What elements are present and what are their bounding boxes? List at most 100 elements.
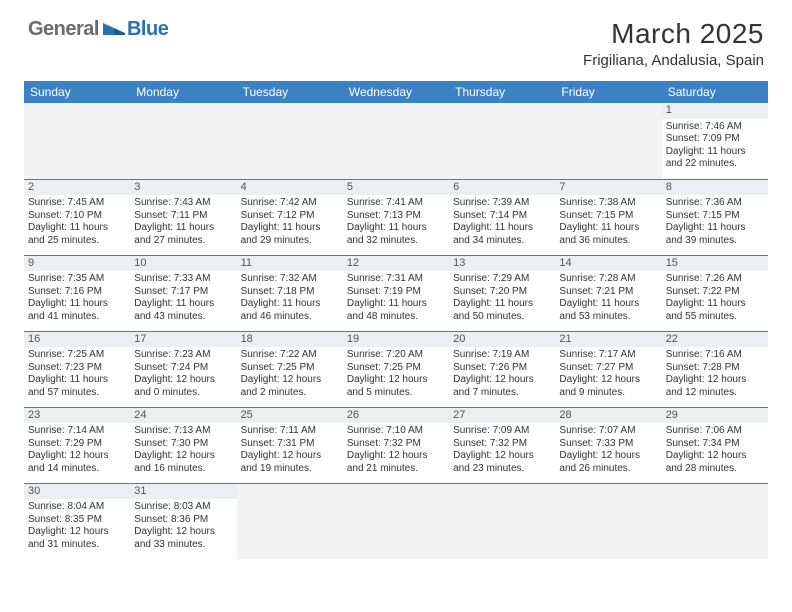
calendar-cell bbox=[343, 483, 449, 559]
calendar-cell: 5Sunrise: 7:41 AMSunset: 7:13 PMDaylight… bbox=[343, 179, 449, 255]
day-number: 25 bbox=[237, 408, 343, 424]
day1-text: Daylight: 12 hours bbox=[28, 450, 126, 463]
sunset-text: Sunset: 7:14 PM bbox=[453, 210, 551, 223]
day2-text: and 7 minutes. bbox=[453, 387, 551, 400]
sunset-text: Sunset: 7:21 PM bbox=[559, 286, 657, 299]
calendar-cell: 31Sunrise: 8:03 AMSunset: 8:36 PMDayligh… bbox=[130, 483, 236, 559]
calendar-cell: 3Sunrise: 7:43 AMSunset: 7:11 PMDaylight… bbox=[130, 179, 236, 255]
weekday-header: Friday bbox=[555, 81, 661, 103]
calendar-row: 23Sunrise: 7:14 AMSunset: 7:29 PMDayligh… bbox=[24, 407, 768, 483]
calendar-cell: 4Sunrise: 7:42 AMSunset: 7:12 PMDaylight… bbox=[237, 179, 343, 255]
calendar-cell: 25Sunrise: 7:11 AMSunset: 7:31 PMDayligh… bbox=[237, 407, 343, 483]
sunrise-text: Sunrise: 7:35 AM bbox=[28, 273, 126, 286]
calendar-cell bbox=[24, 103, 130, 179]
calendar-cell: 26Sunrise: 7:10 AMSunset: 7:32 PMDayligh… bbox=[343, 407, 449, 483]
day2-text: and 12 minutes. bbox=[666, 387, 764, 400]
day1-text: Daylight: 11 hours bbox=[559, 222, 657, 235]
sunset-text: Sunset: 7:25 PM bbox=[241, 362, 339, 375]
sunset-text: Sunset: 7:15 PM bbox=[666, 210, 764, 223]
day2-text: and 41 minutes. bbox=[28, 311, 126, 324]
calendar-cell: 1Sunrise: 7:46 AMSunset: 7:09 PMDaylight… bbox=[662, 103, 768, 179]
sunrise-text: Sunrise: 7:36 AM bbox=[666, 197, 764, 210]
calendar-cell: 2Sunrise: 7:45 AMSunset: 7:10 PMDaylight… bbox=[24, 179, 130, 255]
day2-text: and 32 minutes. bbox=[347, 235, 445, 248]
day2-text: and 53 minutes. bbox=[559, 311, 657, 324]
weekday-header: Saturday bbox=[662, 81, 768, 103]
weekday-header: Sunday bbox=[24, 81, 130, 103]
calendar-row: 16Sunrise: 7:25 AMSunset: 7:23 PMDayligh… bbox=[24, 331, 768, 407]
day-number: 8 bbox=[662, 180, 768, 196]
sunset-text: Sunset: 7:22 PM bbox=[666, 286, 764, 299]
day-number: 31 bbox=[130, 484, 236, 500]
sunset-text: Sunset: 7:26 PM bbox=[453, 362, 551, 375]
day2-text: and 39 minutes. bbox=[666, 235, 764, 248]
day1-text: Daylight: 11 hours bbox=[453, 298, 551, 311]
day2-text: and 23 minutes. bbox=[453, 463, 551, 476]
day-number: 21 bbox=[555, 332, 661, 348]
calendar-cell bbox=[662, 483, 768, 559]
day-number: 26 bbox=[343, 408, 449, 424]
day-number: 6 bbox=[449, 180, 555, 196]
day1-text: Daylight: 11 hours bbox=[28, 374, 126, 387]
sunset-text: Sunset: 7:09 PM bbox=[666, 133, 764, 146]
calendar-cell: 17Sunrise: 7:23 AMSunset: 7:24 PMDayligh… bbox=[130, 331, 236, 407]
sunrise-text: Sunrise: 7:39 AM bbox=[453, 197, 551, 210]
day-number: 3 bbox=[130, 180, 236, 196]
calendar-cell: 19Sunrise: 7:20 AMSunset: 7:25 PMDayligh… bbox=[343, 331, 449, 407]
sunrise-text: Sunrise: 7:33 AM bbox=[134, 273, 232, 286]
day1-text: Daylight: 12 hours bbox=[453, 374, 551, 387]
sunset-text: Sunset: 7:25 PM bbox=[347, 362, 445, 375]
day-number: 2 bbox=[24, 180, 130, 196]
weekday-header: Wednesday bbox=[343, 81, 449, 103]
sunset-text: Sunset: 7:17 PM bbox=[134, 286, 232, 299]
day-number: 17 bbox=[130, 332, 236, 348]
sunrise-text: Sunrise: 7:38 AM bbox=[559, 197, 657, 210]
day1-text: Daylight: 11 hours bbox=[134, 222, 232, 235]
day-number: 1 bbox=[662, 103, 768, 119]
header: General Blue March 2025 Frigiliana, Anda… bbox=[0, 0, 792, 77]
day1-text: Daylight: 12 hours bbox=[559, 374, 657, 387]
day2-text: and 33 minutes. bbox=[134, 539, 232, 552]
day1-text: Daylight: 12 hours bbox=[559, 450, 657, 463]
calendar-cell bbox=[237, 103, 343, 179]
day1-text: Daylight: 11 hours bbox=[347, 222, 445, 235]
calendar-cell: 12Sunrise: 7:31 AMSunset: 7:19 PMDayligh… bbox=[343, 255, 449, 331]
sunset-text: Sunset: 7:32 PM bbox=[453, 438, 551, 451]
sunset-text: Sunset: 7:24 PM bbox=[134, 362, 232, 375]
day1-text: Daylight: 11 hours bbox=[347, 298, 445, 311]
day2-text: and 9 minutes. bbox=[559, 387, 657, 400]
day-number: 15 bbox=[662, 256, 768, 272]
sunset-text: Sunset: 7:27 PM bbox=[559, 362, 657, 375]
day1-text: Daylight: 12 hours bbox=[453, 450, 551, 463]
day2-text: and 0 minutes. bbox=[134, 387, 232, 400]
day1-text: Daylight: 12 hours bbox=[28, 526, 126, 539]
sunrise-text: Sunrise: 7:45 AM bbox=[28, 197, 126, 210]
day2-text: and 5 minutes. bbox=[347, 387, 445, 400]
day2-text: and 48 minutes. bbox=[347, 311, 445, 324]
calendar-cell: 18Sunrise: 7:22 AMSunset: 7:25 PMDayligh… bbox=[237, 331, 343, 407]
day2-text: and 55 minutes. bbox=[666, 311, 764, 324]
day2-text: and 21 minutes. bbox=[347, 463, 445, 476]
day1-text: Daylight: 11 hours bbox=[559, 298, 657, 311]
sunrise-text: Sunrise: 7:22 AM bbox=[241, 349, 339, 362]
calendar-cell: 7Sunrise: 7:38 AMSunset: 7:15 PMDaylight… bbox=[555, 179, 661, 255]
day1-text: Daylight: 12 hours bbox=[134, 450, 232, 463]
sunset-text: Sunset: 7:16 PM bbox=[28, 286, 126, 299]
calendar-cell: 23Sunrise: 7:14 AMSunset: 7:29 PMDayligh… bbox=[24, 407, 130, 483]
day2-text: and 22 minutes. bbox=[666, 158, 764, 171]
calendar-cell: 22Sunrise: 7:16 AMSunset: 7:28 PMDayligh… bbox=[662, 331, 768, 407]
sunrise-text: Sunrise: 7:20 AM bbox=[347, 349, 445, 362]
logo-text-blue: Blue bbox=[127, 18, 168, 41]
day2-text: and 50 minutes. bbox=[453, 311, 551, 324]
sunset-text: Sunset: 7:12 PM bbox=[241, 210, 339, 223]
calendar-cell: 13Sunrise: 7:29 AMSunset: 7:20 PMDayligh… bbox=[449, 255, 555, 331]
day1-text: Daylight: 12 hours bbox=[134, 526, 232, 539]
day-number: 30 bbox=[24, 484, 130, 500]
day2-text: and 46 minutes. bbox=[241, 311, 339, 324]
weekday-header: Tuesday bbox=[237, 81, 343, 103]
sunset-text: Sunset: 7:19 PM bbox=[347, 286, 445, 299]
sunrise-text: Sunrise: 7:23 AM bbox=[134, 349, 232, 362]
sunset-text: Sunset: 7:32 PM bbox=[347, 438, 445, 451]
sunrise-text: Sunrise: 7:31 AM bbox=[347, 273, 445, 286]
calendar-cell: 9Sunrise: 7:35 AMSunset: 7:16 PMDaylight… bbox=[24, 255, 130, 331]
